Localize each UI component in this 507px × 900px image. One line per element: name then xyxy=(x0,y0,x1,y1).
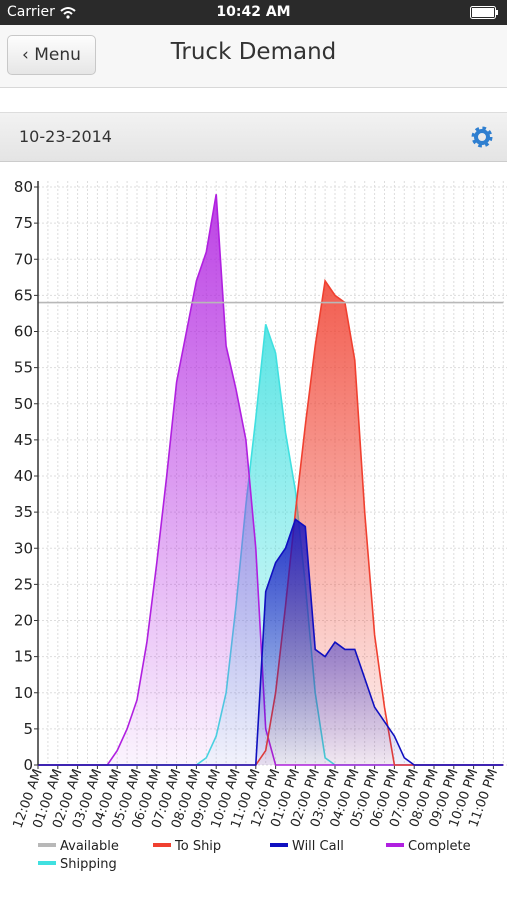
legend-label: Shipping xyxy=(60,857,117,872)
status-bar: Carrier 10:42 AM xyxy=(0,0,507,25)
date-bar: 10-23-2014 xyxy=(0,112,507,162)
y-tick-label: 10 xyxy=(14,684,33,702)
menu-button[interactable]: ‹ Menu xyxy=(7,35,96,75)
y-tick-label: 0 xyxy=(23,756,33,774)
wifi-icon xyxy=(60,7,76,19)
date-label: 10-23-2014 xyxy=(19,127,112,146)
menu-label: Menu xyxy=(34,45,81,65)
legend-swatch xyxy=(386,843,404,847)
legend-swatch xyxy=(38,861,56,865)
area xyxy=(38,519,504,765)
y-tick-label: 50 xyxy=(14,395,33,413)
y-tick-label: 15 xyxy=(14,648,33,666)
y-tick-label: 35 xyxy=(14,503,33,521)
y-tick-label: 20 xyxy=(14,612,33,630)
line xyxy=(38,518,504,766)
y-tick-label: 45 xyxy=(14,431,33,449)
legend-label: Available xyxy=(60,839,119,854)
y-tick-label: 55 xyxy=(14,359,33,377)
legend-swatch xyxy=(270,843,288,847)
y-tick-label: 65 xyxy=(14,286,33,304)
y-tick-label: 70 xyxy=(14,250,33,268)
legend-label: To Ship xyxy=(174,839,221,854)
area xyxy=(38,324,504,765)
nav-bar: ‹ Menu Truck Demand xyxy=(0,25,507,88)
legend-label: Will Call xyxy=(292,839,344,854)
y-tick-label: 75 xyxy=(14,214,33,232)
y-tick-label: 5 xyxy=(23,720,33,738)
y-tick-label: 60 xyxy=(14,323,33,341)
battery-icon xyxy=(470,6,498,19)
y-tick-label: 40 xyxy=(14,467,33,485)
y-tick-label: 30 xyxy=(14,539,33,557)
legend-label: Complete xyxy=(408,839,471,854)
settings-button[interactable] xyxy=(470,125,494,149)
carrier: Carrier xyxy=(7,4,55,20)
y-tick-label: 80 xyxy=(14,178,33,196)
legend-swatch xyxy=(153,843,171,847)
y-tick-label: 25 xyxy=(14,575,33,593)
nav-title: Truck Demand xyxy=(170,39,337,65)
legend-swatch xyxy=(38,843,56,847)
clock: 10:42 AM xyxy=(216,4,291,20)
area xyxy=(38,194,504,766)
